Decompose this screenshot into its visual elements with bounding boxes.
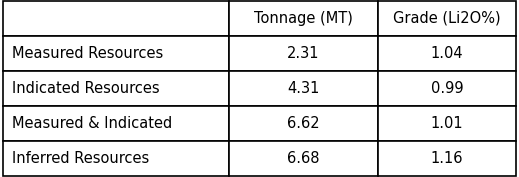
Text: 1.04: 1.04 (431, 46, 463, 61)
Text: Tonnage (MT): Tonnage (MT) (254, 11, 352, 26)
Text: Grade (Li2O%): Grade (Li2O%) (393, 11, 501, 26)
Bar (378, 106, 516, 141)
Bar (378, 1, 516, 36)
Bar (378, 141, 516, 176)
Text: 6.68: 6.68 (287, 151, 319, 166)
Text: 1.16: 1.16 (431, 151, 463, 166)
Text: Indicated Resources: Indicated Resources (11, 81, 159, 96)
Bar (3, 106, 229, 141)
Text: Measured & Indicated: Measured & Indicated (11, 116, 172, 131)
Text: Inferred Resources: Inferred Resources (11, 151, 149, 166)
Bar (3, 141, 229, 176)
Bar (229, 141, 378, 176)
Bar (3, 71, 229, 106)
Bar (229, 1, 378, 36)
Bar (378, 71, 516, 106)
Text: Measured Resources: Measured Resources (11, 46, 163, 61)
Bar (229, 36, 378, 71)
Text: 4.31: 4.31 (287, 81, 319, 96)
Text: 2.31: 2.31 (287, 46, 319, 61)
Text: 6.62: 6.62 (287, 116, 320, 131)
Bar (3, 36, 229, 71)
Text: 0.99: 0.99 (431, 81, 463, 96)
Bar (378, 36, 516, 71)
Text: 1.01: 1.01 (431, 116, 463, 131)
Bar (3, 1, 229, 36)
Bar (229, 106, 378, 141)
Bar (229, 71, 378, 106)
